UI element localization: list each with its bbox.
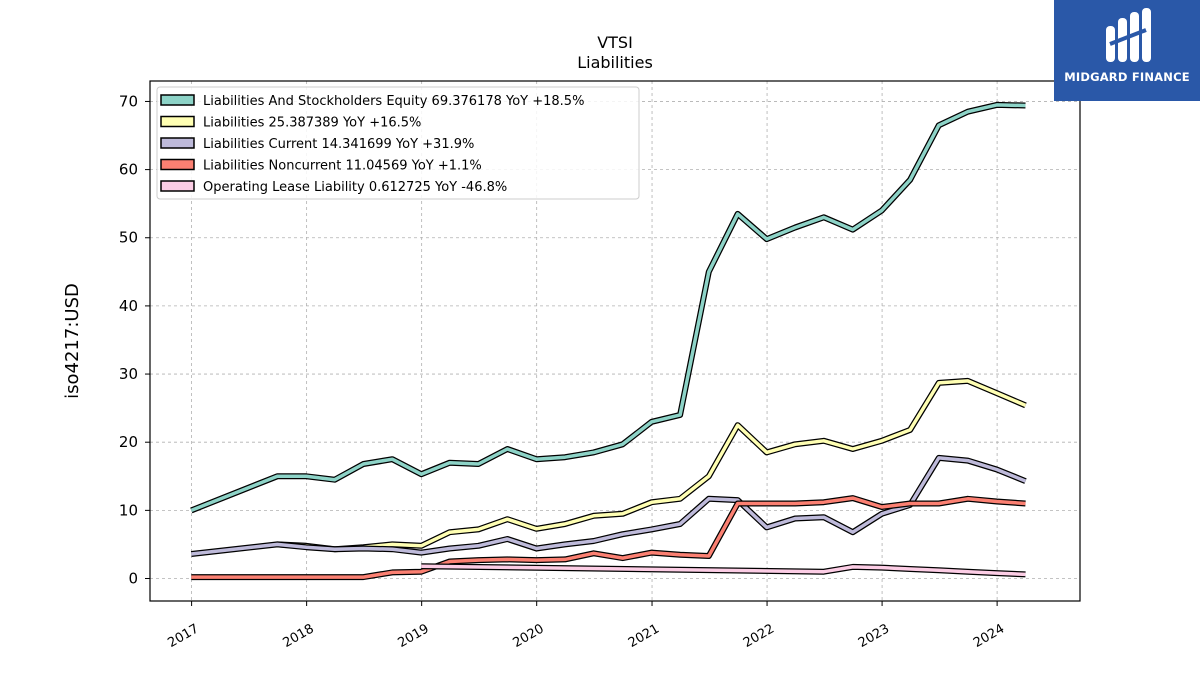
y-tick-label: 40 bbox=[119, 297, 138, 315]
logo-mark-icon bbox=[1106, 8, 1151, 62]
series-1 bbox=[277, 377, 1027, 553]
series-2 bbox=[190, 454, 1027, 557]
y-tick-label: 20 bbox=[119, 433, 138, 451]
chart-subtitle: Liabilities bbox=[577, 53, 653, 72]
series-line bbox=[190, 103, 1026, 513]
y-tick-label: 70 bbox=[119, 92, 138, 110]
midgard-finance-logo: MIDGARD FINANCE bbox=[1054, 0, 1200, 101]
y-tick-label: 10 bbox=[119, 501, 138, 519]
legend-entry: Liabilities 25.387389 YoY +16.5% bbox=[203, 116, 421, 131]
legend-entry: Operating Lease Liability 0.612725 YoY -… bbox=[203, 180, 507, 195]
series-line bbox=[421, 564, 1026, 577]
series-layer bbox=[190, 101, 1027, 581]
series-line bbox=[191, 496, 1026, 579]
series-line bbox=[277, 379, 1027, 551]
y-tick-label: 60 bbox=[119, 161, 138, 179]
x-tick-label: 2017 bbox=[165, 621, 201, 651]
legend-swatch bbox=[160, 137, 195, 149]
y-tick-label: 50 bbox=[119, 229, 138, 247]
legend-entry: Liabilities Noncurrent 11.04569 YoY +1.1… bbox=[203, 159, 482, 174]
x-tick-label: 2021 bbox=[626, 621, 662, 651]
series-line-outline bbox=[277, 377, 1027, 553]
legend-box bbox=[156, 86, 640, 200]
series-4 bbox=[421, 563, 1026, 578]
series-0 bbox=[190, 101, 1026, 514]
x-tick-label: 2019 bbox=[395, 621, 431, 651]
legend-swatch bbox=[160, 115, 195, 128]
y-tick-label: 30 bbox=[119, 365, 138, 383]
x-tick-label: 2024 bbox=[971, 621, 1007, 651]
legend-entry: Liabilities Current 14.341699 YoY +31.9% bbox=[203, 137, 474, 152]
legend-swatch bbox=[160, 158, 195, 171]
x-tick-label: 2022 bbox=[741, 621, 777, 651]
x-tick-label: 2018 bbox=[280, 621, 316, 651]
x-tick-label: 2020 bbox=[511, 621, 547, 651]
legend-swatch bbox=[160, 94, 195, 106]
legend: Liabilities And Stockholders Equity 69.3… bbox=[156, 86, 640, 200]
chart-title: VTSI bbox=[597, 33, 633, 52]
legend-entry: Liabilities And Stockholders Equity 69.3… bbox=[203, 94, 584, 109]
x-tick-label: 2023 bbox=[856, 621, 892, 651]
legend-swatch bbox=[160, 180, 195, 192]
series-3 bbox=[191, 495, 1026, 581]
series-line bbox=[191, 456, 1027, 556]
plot-frame bbox=[149, 80, 1081, 602]
y-tick-label: 0 bbox=[128, 570, 138, 588]
y-axis-label: iso4217:USD bbox=[62, 283, 83, 399]
logo-text: MIDGARD FINANCE bbox=[1064, 70, 1190, 84]
